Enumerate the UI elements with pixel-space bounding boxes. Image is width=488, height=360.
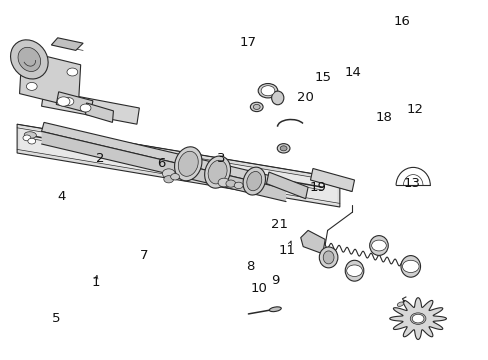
Polygon shape [20, 50, 81, 108]
Ellipse shape [269, 307, 281, 312]
Text: 1: 1 [91, 276, 100, 289]
Circle shape [277, 144, 289, 153]
Ellipse shape [345, 260, 363, 281]
Polygon shape [56, 92, 93, 113]
Text: 14: 14 [344, 66, 361, 78]
Circle shape [234, 182, 243, 189]
Circle shape [411, 314, 423, 323]
Circle shape [409, 313, 425, 324]
Ellipse shape [174, 147, 202, 181]
Polygon shape [41, 122, 288, 189]
Ellipse shape [396, 302, 403, 306]
Text: 16: 16 [393, 15, 409, 28]
Circle shape [346, 265, 362, 276]
Text: 5: 5 [52, 312, 61, 325]
Polygon shape [310, 168, 354, 192]
Text: 17: 17 [240, 36, 256, 49]
Circle shape [253, 104, 260, 109]
Circle shape [170, 174, 179, 180]
Circle shape [23, 54, 34, 62]
Ellipse shape [246, 171, 261, 191]
Circle shape [163, 176, 173, 183]
Circle shape [371, 240, 386, 251]
Polygon shape [41, 90, 139, 124]
Text: 4: 4 [57, 190, 65, 203]
Circle shape [80, 104, 91, 112]
Circle shape [26, 82, 37, 90]
Ellipse shape [271, 91, 283, 105]
Ellipse shape [400, 256, 420, 277]
Ellipse shape [18, 47, 41, 72]
Circle shape [402, 260, 418, 273]
Circle shape [23, 135, 31, 141]
Text: 18: 18 [375, 111, 392, 124]
Text: 3: 3 [216, 152, 225, 165]
Ellipse shape [258, 84, 277, 98]
Ellipse shape [204, 156, 230, 188]
Ellipse shape [178, 151, 198, 176]
Circle shape [57, 97, 70, 106]
Text: 9: 9 [270, 274, 279, 287]
Ellipse shape [24, 132, 36, 138]
Text: 8: 8 [245, 260, 254, 273]
Circle shape [225, 180, 235, 187]
Text: 19: 19 [309, 181, 325, 194]
Polygon shape [389, 298, 446, 339]
Ellipse shape [319, 247, 337, 268]
Polygon shape [41, 131, 285, 202]
Text: 13: 13 [403, 177, 420, 190]
Circle shape [28, 138, 36, 144]
Ellipse shape [243, 167, 265, 195]
Text: 2: 2 [96, 152, 104, 165]
Text: 20: 20 [297, 91, 313, 104]
Ellipse shape [323, 251, 333, 264]
Polygon shape [20, 127, 337, 204]
Circle shape [63, 98, 74, 105]
Ellipse shape [369, 235, 387, 256]
Polygon shape [85, 103, 113, 122]
Polygon shape [51, 38, 83, 50]
Polygon shape [266, 172, 307, 199]
Text: 15: 15 [314, 71, 330, 84]
Text: 21: 21 [271, 219, 287, 231]
Polygon shape [17, 124, 339, 207]
Polygon shape [300, 230, 325, 254]
Circle shape [261, 86, 274, 96]
Text: 7: 7 [140, 249, 148, 262]
Text: 12: 12 [406, 103, 422, 116]
Ellipse shape [208, 160, 226, 184]
Circle shape [280, 146, 286, 151]
Text: 11: 11 [279, 244, 295, 257]
Text: 6: 6 [157, 157, 165, 170]
Circle shape [67, 68, 78, 76]
Text: 10: 10 [250, 282, 267, 294]
Circle shape [218, 178, 229, 187]
Circle shape [250, 102, 263, 112]
Circle shape [162, 169, 175, 178]
Ellipse shape [11, 40, 48, 79]
